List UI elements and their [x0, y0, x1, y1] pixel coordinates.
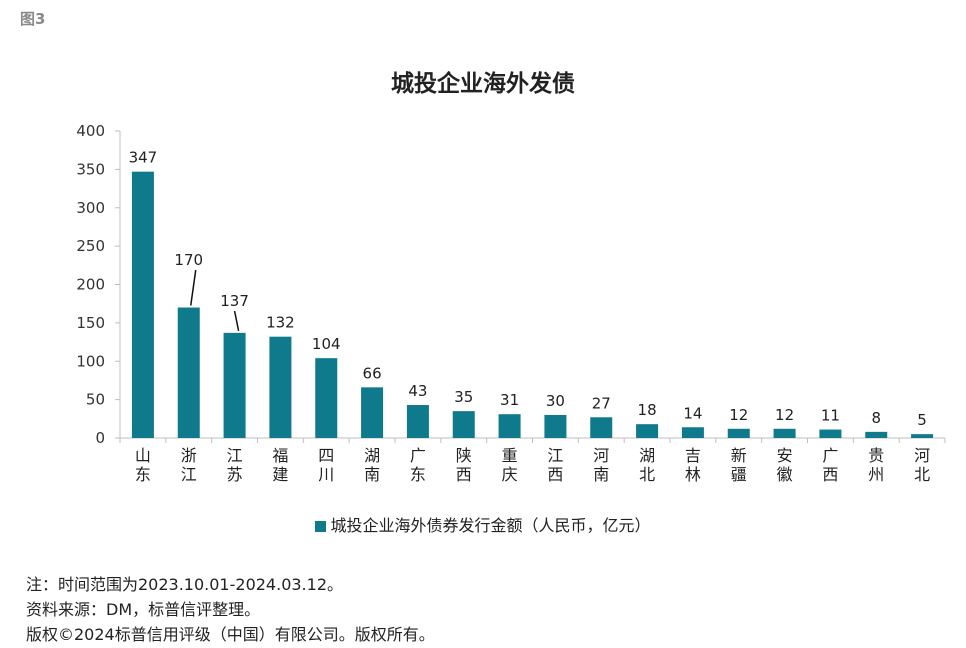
bar: [911, 434, 934, 438]
x-tick-label: 安: [777, 446, 793, 465]
bar: [544, 414, 567, 438]
legend: 城投企业海外债券发行金额（人民币，亿元）: [0, 512, 966, 536]
bar: [773, 428, 796, 438]
data-label: 43: [408, 382, 427, 400]
x-tick-label: 苏: [227, 465, 243, 484]
x-tick-label: 重: [502, 446, 518, 465]
data-label: 18: [638, 401, 657, 419]
data-label: 8: [871, 409, 881, 427]
chart-title: 城投企业海外发债: [391, 71, 575, 97]
data-label: 5: [917, 411, 927, 429]
x-tick-label: 建: [272, 465, 288, 484]
note-copyright: 版权©2024标普信用评级（中国）有限公司。版权所有。: [26, 625, 435, 644]
y-tick-label: 200: [76, 276, 105, 294]
x-tick-label: 西: [822, 465, 838, 484]
bar: [406, 404, 429, 438]
data-label: 31: [500, 391, 519, 409]
data-label: 12: [729, 406, 748, 424]
legend-label: 城投企业海外债券发行金额（人民币，亿元）: [330, 516, 651, 535]
x-tick-label: 西: [456, 465, 472, 484]
x-tick-label: 广: [410, 446, 426, 465]
data-label: 66: [363, 364, 382, 382]
x-tick-label: 湖: [364, 446, 380, 465]
data-label-leader: [233, 310, 240, 332]
x-tick-label: 广: [822, 446, 838, 465]
bar: [727, 428, 750, 438]
data-label: 104: [312, 335, 341, 353]
y-tick-label: 0: [95, 429, 105, 447]
bar: [361, 387, 384, 438]
data-label: 35: [454, 388, 473, 406]
x-tick-label: 州: [868, 465, 884, 484]
x-tick-label: 陕: [456, 446, 472, 465]
x-tick-label: 江: [181, 465, 197, 484]
x-tick-label: 江: [547, 446, 563, 465]
x-tick-label: 西: [547, 465, 563, 484]
x-tick-label: 徽: [777, 465, 793, 484]
x-tick-label: 东: [410, 465, 426, 484]
x-tick-label: 四: [318, 446, 334, 465]
x-tick-label: 疆: [731, 465, 747, 484]
footnotes: 注：时间范围为2023.10.01-2024.03.12。 资料来源：DM，标普…: [26, 572, 435, 647]
x-tick-label: 南: [364, 465, 380, 484]
bar: [269, 336, 292, 438]
x-tick-label: 湖: [639, 446, 655, 465]
data-label-leader: [190, 269, 197, 306]
bar: [452, 411, 475, 438]
x-tick-label: 吉: [685, 446, 701, 465]
x-tick-label: 福: [272, 446, 288, 465]
bar: [865, 431, 888, 438]
legend-swatch: [315, 521, 327, 532]
y-tick-label: 50: [86, 391, 105, 409]
bar-chart: 050100150200250300350400347山东170浙江137江苏1…: [76, 122, 946, 484]
bar: [636, 424, 659, 438]
x-tick-label: 浙: [181, 446, 197, 465]
data-label: 11: [821, 407, 840, 425]
data-label: 12: [775, 406, 794, 424]
x-tick-label: 林: [685, 465, 701, 484]
bar: [681, 427, 704, 438]
data-label: 347: [129, 149, 158, 167]
data-label: 170: [174, 251, 203, 269]
y-tick-label: 250: [76, 237, 105, 255]
data-label: 30: [546, 392, 565, 410]
bar: [223, 332, 246, 438]
bar: [498, 414, 521, 438]
x-tick-label: 河: [593, 446, 609, 465]
note-time-range: 注：时间范围为2023.10.01-2024.03.12。: [26, 575, 343, 594]
x-tick-label: 江: [227, 446, 243, 465]
y-tick-label: 300: [76, 199, 105, 217]
x-tick-label: 东: [135, 465, 151, 484]
y-tick-label: 100: [76, 352, 105, 370]
figure-label: 图3: [20, 10, 46, 28]
bar: [315, 358, 338, 438]
bar: [131, 171, 154, 439]
x-tick-label: 北: [914, 465, 930, 484]
y-tick-label: 350: [76, 160, 105, 178]
y-tick-label: 150: [76, 314, 105, 332]
x-tick-label: 北: [639, 465, 655, 484]
x-tick-label: 贵: [868, 446, 884, 465]
x-tick-label: 新: [731, 446, 747, 465]
bar: [819, 429, 842, 438]
note-source: 资料来源：DM，标普信评整理。: [26, 600, 261, 619]
data-label: 14: [683, 404, 702, 422]
x-tick-label: 山: [135, 446, 151, 465]
data-label: 137: [220, 292, 249, 310]
data-label: 132: [266, 314, 295, 332]
bar: [590, 417, 613, 438]
x-tick-label: 庆: [502, 465, 518, 484]
x-tick-label: 河: [914, 446, 930, 465]
x-tick-label: 川: [318, 465, 334, 484]
y-tick-label: 400: [76, 122, 105, 140]
data-label: 27: [592, 394, 611, 412]
bar: [177, 307, 200, 438]
x-tick-label: 南: [593, 465, 609, 484]
